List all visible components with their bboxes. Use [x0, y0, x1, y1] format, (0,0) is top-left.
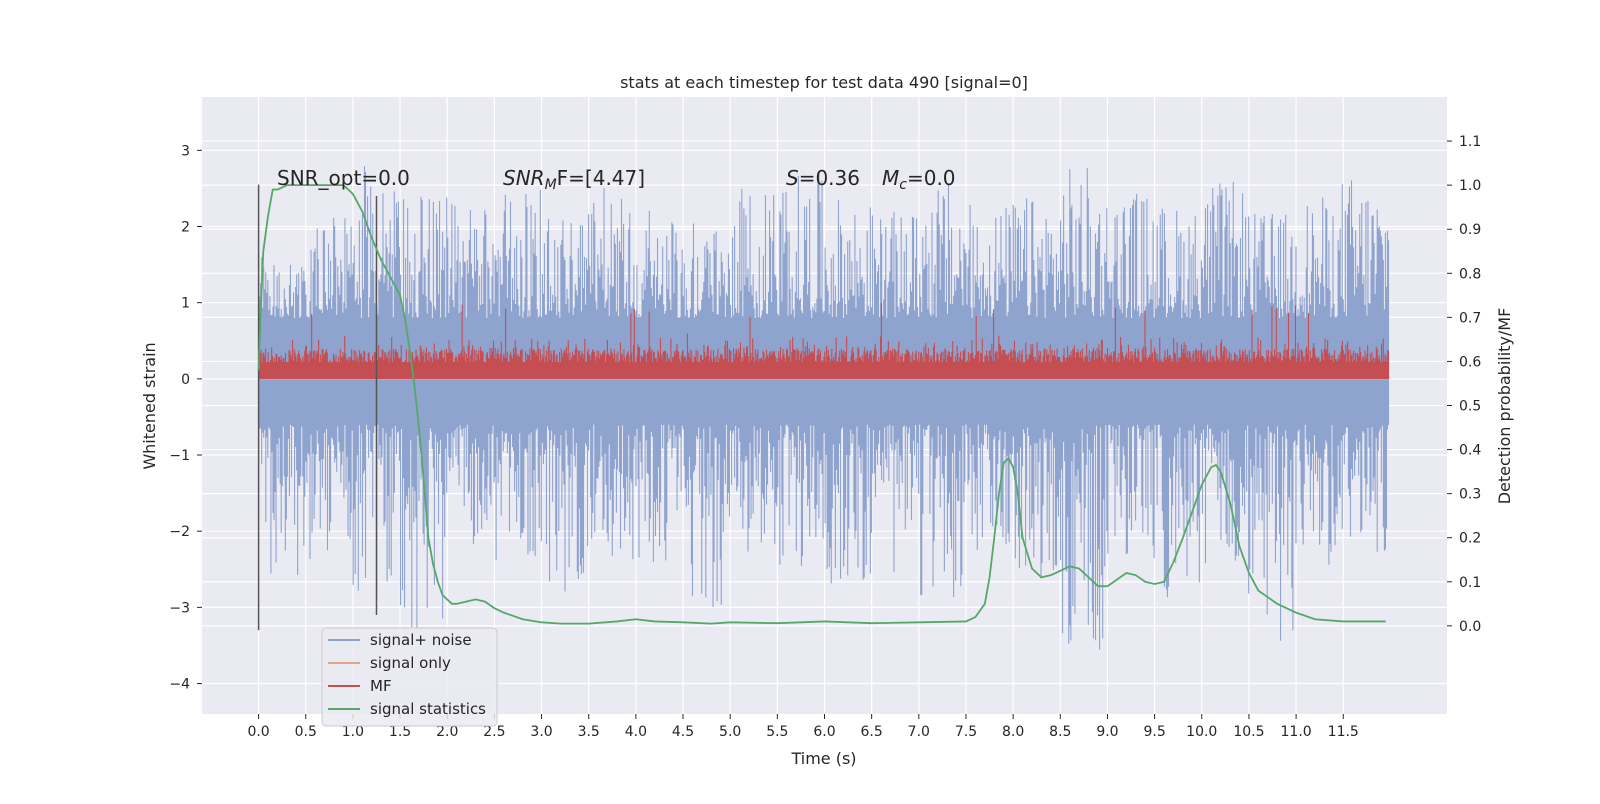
- annotation-snr-mf-subscript: M: [545, 177, 557, 193]
- x-tick-label-23: 11.5: [1328, 724, 1359, 740]
- y-right-tick-label-3: 0.8: [1459, 266, 1481, 282]
- annotation-mc-subscript: c: [899, 177, 907, 193]
- annotation-snr-mf: SNRMF=[4.47]: [503, 166, 645, 193]
- legend-label-signal-statistics: signal statistics: [370, 700, 486, 718]
- y-right-tick-label-6: 0.5: [1459, 399, 1481, 415]
- annotation-s: S=0.36: [786, 166, 860, 190]
- series-mf: [258, 302, 1390, 379]
- legend: signal+ noise signal only MF signal stat…: [321, 627, 498, 727]
- annotation-snr-mf-value: F=[4.47]: [557, 166, 645, 190]
- vertical-markers: [257, 184, 378, 631]
- annotation-mc-symbol: M: [882, 166, 899, 190]
- y-tick-label-2: 1: [181, 296, 190, 312]
- y-right-tick-label-7: 0.4: [1459, 443, 1481, 459]
- x-tick-label-0: 0.0: [247, 724, 269, 740]
- y-tick-label-4: −1: [169, 448, 190, 464]
- x-tick-label-10: 5.0: [719, 724, 741, 740]
- chart-title: stats at each timestep for test data 490…: [620, 73, 1028, 92]
- x-tick-label-18: 9.0: [1096, 724, 1118, 740]
- annotation-snr-mf-symbol: SNR: [503, 166, 545, 190]
- x-tick-label-5: 2.5: [483, 724, 505, 740]
- y-right-tick-label-2: 0.9: [1459, 222, 1481, 238]
- annotation-mc: Mc=0.0: [882, 166, 956, 193]
- annotation-mc-value: =0.0: [907, 166, 956, 190]
- y-tick-label-1: 2: [181, 219, 190, 235]
- y-tick-label-7: −4: [169, 677, 190, 693]
- x-tick-label-14: 7.0: [908, 724, 930, 740]
- y-right-tick-label-4: 0.7: [1459, 310, 1481, 326]
- x-tick-label-1: 0.5: [295, 724, 317, 740]
- x-tick-label-6: 3.0: [530, 724, 552, 740]
- y-axis-ticks: 3 2 1 0 −1 −2 −3 −4: [169, 143, 202, 693]
- y-right-tick-label-10: 0.1: [1459, 575, 1481, 591]
- x-axis-label: Time (s): [790, 749, 856, 768]
- x-tick-label-19: 9.5: [1143, 724, 1165, 740]
- x-tick-label-2: 1.0: [342, 724, 364, 740]
- x-tick-label-4: 2.0: [436, 724, 458, 740]
- y-right-tick-label-9: 0.2: [1459, 531, 1481, 547]
- annotation-s-symbol: S: [786, 166, 799, 190]
- y-right-axis-ticks: 1.1 1.0 0.9 0.8 0.7 0.6 0.5 0.4 0.3 0.2 0.1 0.0: [1447, 134, 1481, 635]
- y-tick-label-5: −2: [169, 524, 190, 540]
- x-tick-label-7: 3.5: [578, 724, 600, 740]
- y-right-tick-label-1: 1.0: [1459, 178, 1481, 194]
- x-tick-label-12: 6.0: [813, 724, 835, 740]
- x-tick-label-9: 4.5: [672, 724, 694, 740]
- y-tick-label-6: −3: [169, 600, 190, 616]
- y-tick-label-3: 0: [181, 372, 190, 388]
- legend-box: [321, 627, 498, 727]
- x-tick-label-13: 6.5: [861, 724, 883, 740]
- x-tick-label-20: 10.0: [1186, 724, 1217, 740]
- x-tick-label-11: 5.5: [766, 724, 788, 740]
- x-axis-ticks: 0.0 0.5 1.0 1.5 2.0 2.5 3.0 3.5 4.0 4.5 5.0 5.5 6.0 6…: [247, 714, 1359, 740]
- legend-label-signal-only: signal only: [370, 654, 451, 672]
- x-tick-label-17: 8.5: [1049, 724, 1071, 740]
- x-tick-label-22: 11.0: [1281, 724, 1312, 740]
- y-right-tick-label-8: 0.3: [1459, 487, 1481, 503]
- y-axis-label: Whitened strain: [140, 342, 159, 469]
- x-tick-label-16: 8.0: [1002, 724, 1024, 740]
- x-tick-label-21: 10.5: [1233, 724, 1264, 740]
- signal-statistics-line: [257, 184, 1386, 625]
- series-signal-statistics: [257, 184, 1386, 625]
- y-right-tick-label-5: 0.6: [1459, 354, 1481, 370]
- x-tick-label-3: 1.5: [389, 724, 411, 740]
- y-tick-label-0: 3: [181, 143, 190, 159]
- y-right-tick-label-0: 1.1: [1459, 134, 1481, 150]
- y-right-axis-label: Detection probability/MF: [1495, 308, 1514, 505]
- legend-label-signal-plus-noise: signal+ noise: [370, 631, 472, 649]
- x-tick-label-8: 4.0: [625, 724, 647, 740]
- y-right-tick-label-11: 0.0: [1459, 619, 1481, 635]
- legend-label-mf: MF: [370, 677, 392, 695]
- annotation-snr-opt: SNR_opt=0.0: [277, 166, 410, 190]
- x-tick-label-15: 7.5: [955, 724, 977, 740]
- annotation-s-value: =0.36: [799, 166, 860, 190]
